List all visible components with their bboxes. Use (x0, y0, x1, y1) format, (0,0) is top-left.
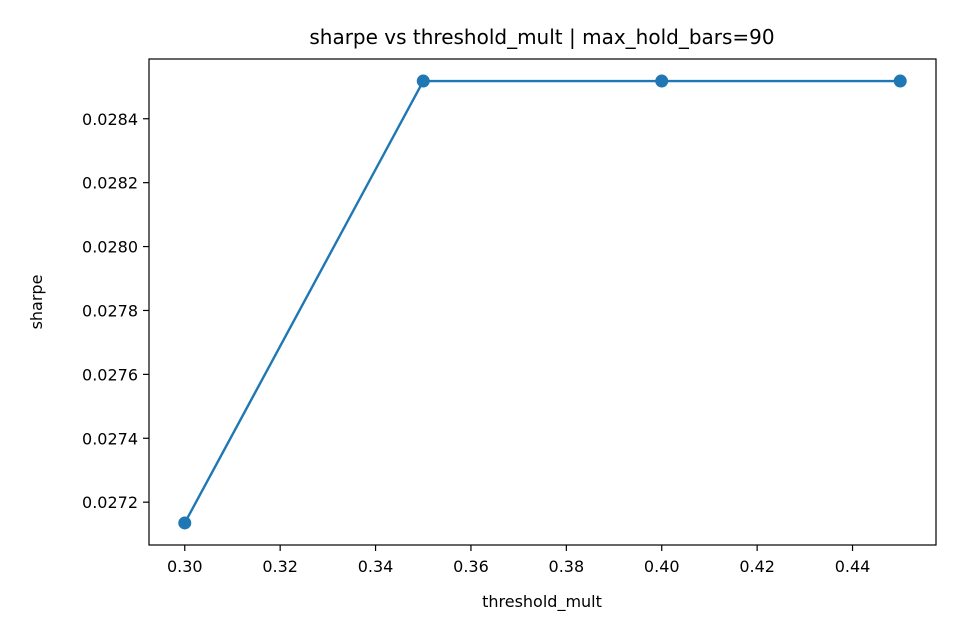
plot-markers (178, 74, 907, 530)
plot-series (183, 79, 901, 524)
y-axis-label: sharpe (27, 275, 46, 330)
x-tick-label: 0.44 (835, 557, 871, 576)
data-point (893, 74, 907, 88)
x-axis: 0.30 0.32 0.34 0.36 0.38 0.40 0.42 0.44 (167, 545, 870, 576)
x-tick-label: 0.34 (358, 557, 394, 576)
x-tick-label: 0.40 (644, 557, 680, 576)
data-point (655, 74, 669, 88)
x-tick-label: 0.38 (549, 557, 585, 576)
y-tick-label: 0.0280 (82, 238, 138, 257)
x-tick-label: 0.42 (739, 557, 775, 576)
y-tick-label: 0.0276 (82, 365, 138, 384)
data-point (178, 516, 192, 530)
x-tick-label: 0.36 (453, 557, 489, 576)
series-line (183, 79, 901, 524)
y-tick-label: 0.0278 (82, 301, 138, 320)
x-tick-label: 0.32 (262, 557, 298, 576)
x-tick-label: 0.30 (167, 557, 203, 576)
y-tick-label: 0.0274 (82, 429, 138, 448)
plot-frame (148, 58, 937, 546)
y-tick-label: 0.0282 (82, 174, 138, 193)
y-tick-label: 0.0272 (82, 493, 138, 512)
x-axis-label: threshold_mult (482, 592, 602, 612)
y-axis: 0.0272 0.0274 0.0276 0.0278 0.0280 0.0282 0.02… (82, 110, 149, 512)
data-point (416, 74, 430, 88)
y-tick-label: 0.0284 (82, 110, 138, 129)
chart-title: sharpe vs threshold_mult | max_hold_bars… (309, 25, 774, 49)
